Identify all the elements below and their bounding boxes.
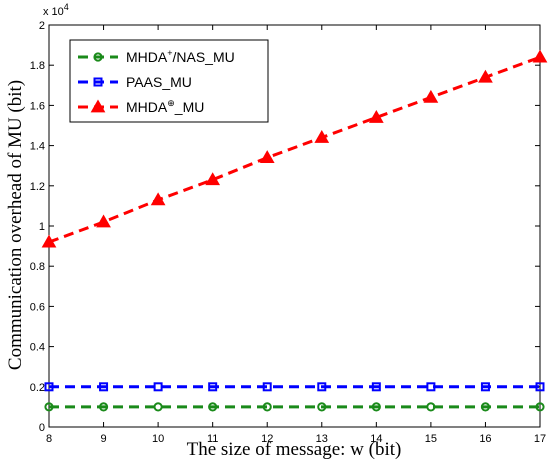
y-tick-label: 1.2 [30,181,45,193]
y-tick-label: 0.4 [30,342,45,354]
x-tick-label: 8 [46,433,52,445]
x-tick-label: 12 [261,433,273,445]
y-tick-label: 0.8 [30,261,45,273]
legend: MHDA+/NAS_MU PAAS_MU MHDA⊕_MU [69,39,269,123]
y-exponent-label: x 104 [43,2,69,18]
series-2-point [99,382,109,392]
series-3-point [96,214,111,228]
x-tick-label: 10 [152,433,164,445]
y-axis-title: Communication overhead of MU (bit) [5,80,26,370]
series-1-point [317,402,327,412]
series-2-point [262,382,272,392]
legend-label: MHDA+/NAS_MU [126,48,235,65]
series-2-point [426,382,436,392]
x-axis-title: The size of message: w (bit) [187,439,402,460]
y-tick-label: 1.8 [30,60,45,72]
series-2-point [480,382,490,392]
legend-entry-3: MHDA⊕_MU [78,98,204,115]
series-3 [41,49,548,248]
series-3-point [41,234,57,248]
series-1-point [426,402,436,412]
y-tick-label: 0.2 [30,382,45,394]
series-2-point [208,382,218,392]
y-axis-ticks: 0 0.2 0.4 0.6 0.8 1 1.2 1.4 1.6 1.8 2 [30,20,540,434]
series-2-point [317,382,327,392]
legend-entry-1: MHDA+/NAS_MU [78,48,235,65]
series-1-point [262,402,272,412]
x-tick-label: 16 [479,433,491,445]
series-3-point [259,150,275,164]
series-2-point [153,382,163,392]
y-tick-label: 1 [39,221,45,233]
series-3-point [314,130,330,143]
legend-label: PAAS_MU [126,74,192,90]
series-1 [44,402,545,412]
series-1-point [44,402,54,412]
legend-point [90,99,106,113]
series-1-point [371,402,381,412]
x-tick-label: 13 [316,433,328,445]
series-3-point [368,109,384,123]
series-3-point [205,172,221,186]
y-tick-label: 0 [39,422,45,434]
y-tick-label: 2 [39,20,45,32]
series-3-line [48,55,541,244]
series-2 [44,382,545,392]
series-1-point [480,402,491,412]
series-3-point [423,89,439,103]
series-2-point [535,382,545,392]
series-3-point [532,49,548,63]
x-tick-label: 14 [370,433,382,445]
y-tick-label: 1.6 [30,100,45,112]
legend-entry-2: PAAS_MU [78,74,192,90]
series-1-point [98,402,109,412]
x-tick-label: 9 [100,433,106,445]
x-axis-ticks: 8 9 10 11 12 13 14 15 16 17 [46,25,546,445]
legend-point [93,52,103,62]
y-tick-label: 1.4 [30,141,45,153]
series-3-point [478,69,493,83]
x-tick-label: 17 [534,433,546,445]
series-2-point [371,382,381,392]
series-3-point [150,192,166,206]
series-2-point [44,382,54,392]
x-tick-label: 15 [425,433,437,445]
legend-label: MHDA⊕_MU [126,98,204,115]
y-tick-label: 0.6 [30,301,45,313]
x-tick-label: 11 [207,433,218,445]
series-1-point [153,402,163,412]
legend-point [93,77,103,87]
series-layer [41,49,548,412]
series-1-point [535,402,545,412]
series-1-point [208,402,218,412]
